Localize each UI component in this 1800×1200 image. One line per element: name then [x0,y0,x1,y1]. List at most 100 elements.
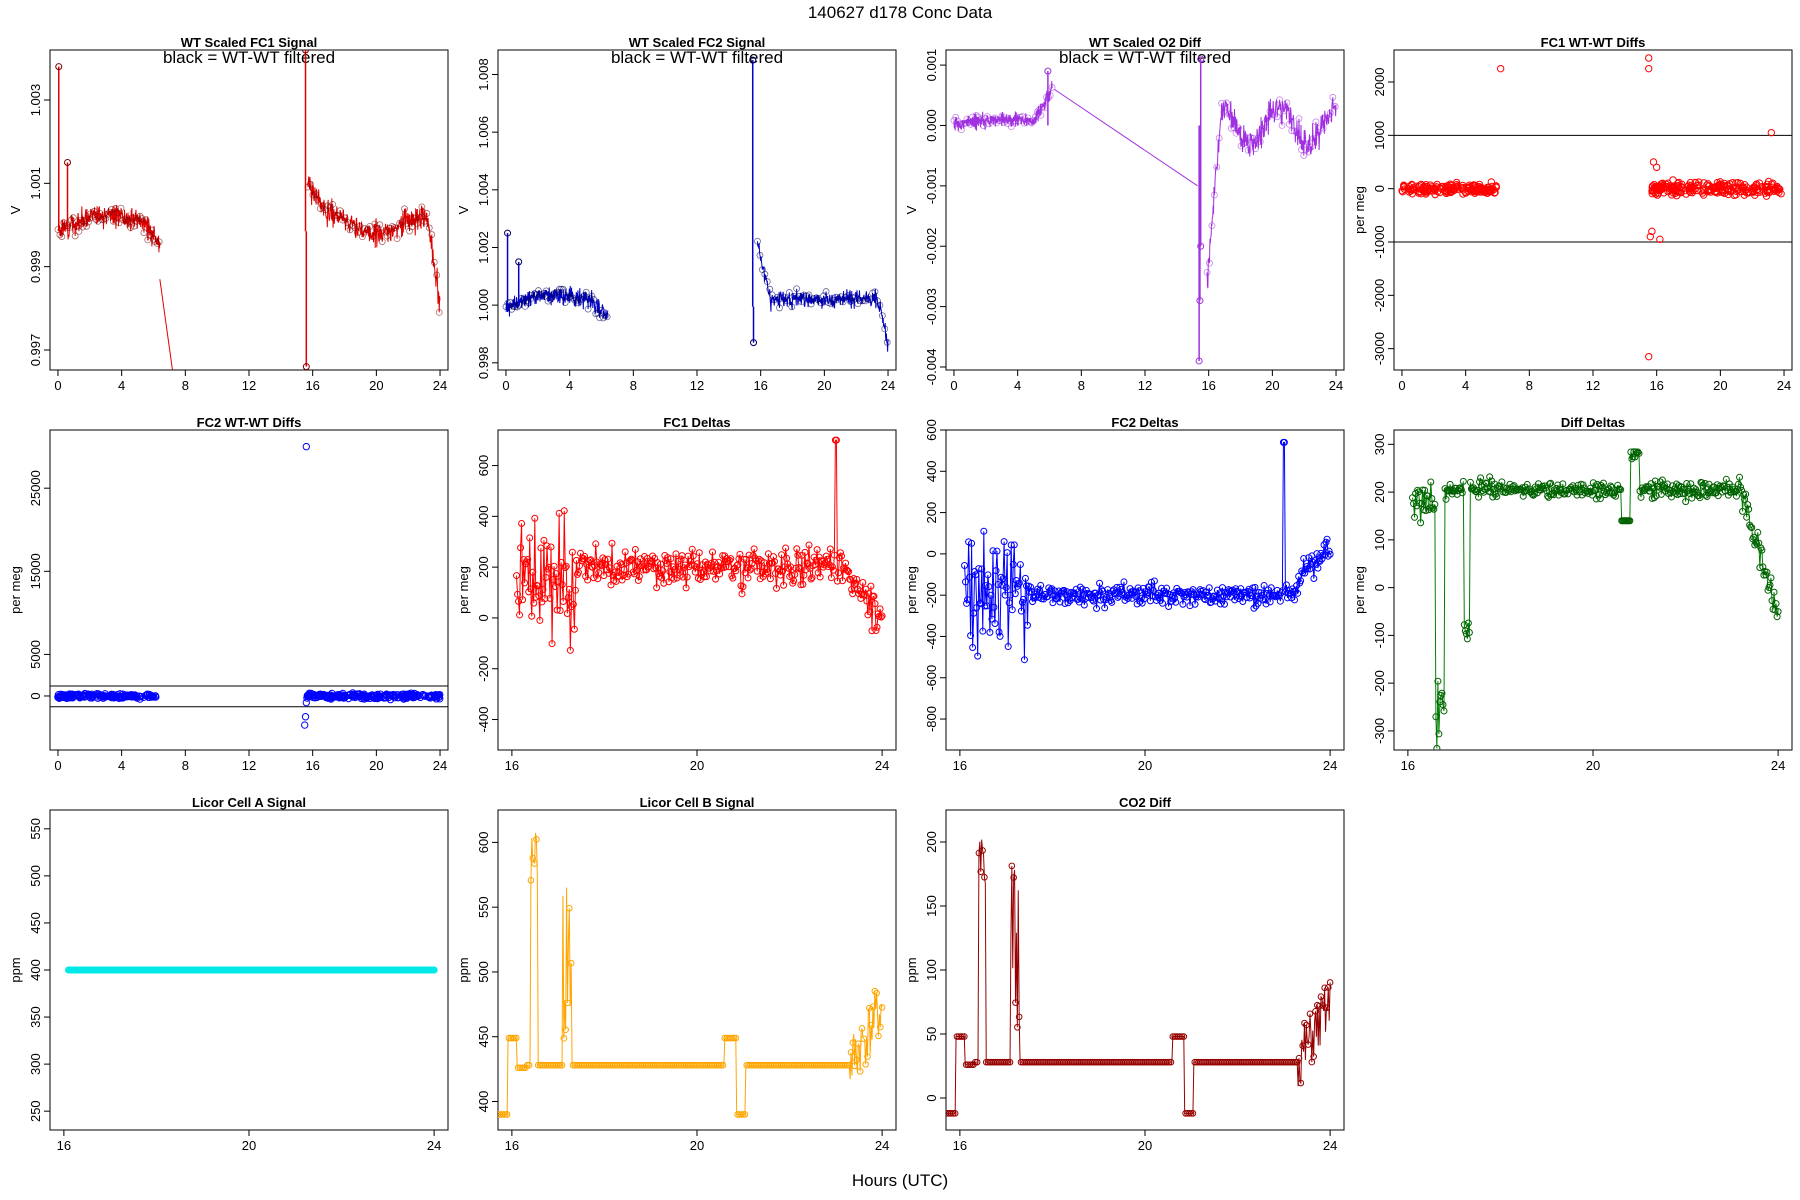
data-point [542,573,550,581]
data-point [1018,598,1026,606]
data-point [74,690,83,698]
data-point [1210,191,1218,199]
data-point [1678,483,1686,491]
data-point [418,203,426,211]
data-point [750,545,758,553]
data-point [1003,1058,1010,1066]
data-point [544,297,552,305]
data-point [1559,480,1567,488]
data-point [1656,183,1664,191]
data-point [1743,513,1751,521]
data-point [832,293,840,301]
y-axis-label: per meg [904,566,919,614]
data-point [770,558,778,566]
data-point [514,303,521,311]
data-point [739,1111,747,1118]
y-tick-label: 0 [924,550,939,557]
y-axis-label: per meg [456,566,471,614]
data-point [96,691,104,699]
data-point [727,555,735,563]
data-point [866,1004,873,1012]
y-tick-label: 0.997 [28,334,43,367]
data-point [745,551,753,559]
x-tick-label: 12 [1586,378,1600,393]
data-point [1278,587,1286,595]
data-point [1264,114,1271,122]
data-point [1730,191,1739,200]
data-point [827,574,835,582]
data-point [1416,181,1424,189]
connector-line [159,279,173,370]
data-point [1275,592,1283,600]
data-point [506,298,514,306]
data-point [113,209,121,217]
data-point [984,571,992,579]
data-point [803,559,811,567]
x-tick-label: 0 [1398,378,1405,393]
data-point [1280,438,1288,446]
y-tick-label: 100 [1372,529,1387,551]
data-point [881,325,889,333]
data-point [813,546,821,554]
data-point [1084,594,1092,602]
data-point [959,1033,966,1040]
data-point [1026,117,1034,125]
data-point [1108,598,1116,606]
data-point [635,573,643,581]
data-point [1767,574,1775,582]
data-point [756,251,764,259]
data-point [961,561,969,569]
data-point [1159,599,1167,607]
panel-title: FC1 Deltas [663,415,730,430]
data-point [969,113,976,121]
data-point [842,559,850,567]
x-tick-label: 16 [953,758,967,773]
data-point [1206,259,1213,267]
y-tick-label: 300 [1372,433,1387,455]
x-tick-label: 24 [1323,1138,1337,1153]
data-point [873,623,881,631]
data-point [435,308,443,316]
data-point [1543,487,1551,495]
data-point [1492,183,1500,192]
data-point [1747,523,1755,531]
data-point [408,690,417,699]
outlier-point [1645,64,1653,73]
data-point [1056,598,1064,606]
data-point [962,578,970,586]
data-point [525,299,533,307]
data-point [1003,549,1011,557]
data-point [993,547,1001,555]
data-point [970,609,978,617]
data-point [331,212,339,219]
x-tick-label: 8 [1526,378,1533,393]
data-point [1732,492,1740,500]
data-point [1008,862,1016,870]
data-point [785,564,793,572]
data-point [515,597,523,605]
data-point [555,1061,562,1069]
data-point [1276,597,1284,605]
data-point [1310,134,1317,142]
data-point [1324,552,1332,560]
data-point [1096,579,1104,587]
data-point [726,556,734,564]
data-point [1500,484,1508,492]
data-point [1150,577,1158,585]
panel-title: Licor Cell B Signal [640,795,755,810]
data-point [1208,222,1216,230]
data-point [388,691,397,700]
data-point [1331,103,1339,110]
data-point [604,555,612,563]
data-point [1307,560,1315,568]
data-point [524,556,532,564]
data-point [1326,109,1334,117]
data-point [1635,449,1643,457]
data-point [1036,586,1044,594]
data-point [518,1064,526,1072]
x-tick-label: 4 [1014,378,1021,393]
data-point [852,293,859,301]
data-point [64,159,72,166]
data-point [536,616,544,624]
data-point [1010,541,1018,549]
